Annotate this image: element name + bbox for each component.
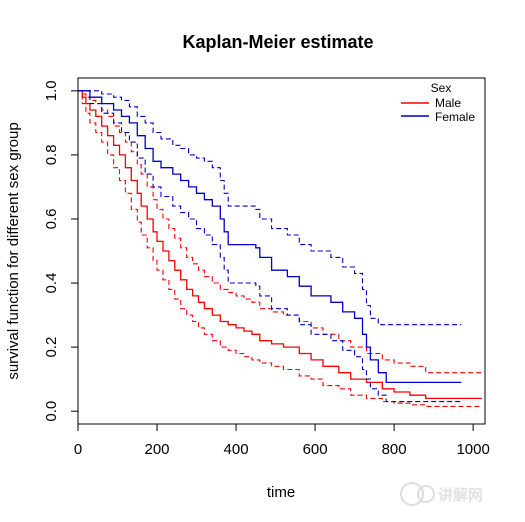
x-tick-label: 400 [224,441,249,458]
y-tick-label: 0.2 [43,337,60,358]
y-tick-label: 0.4 [43,273,60,294]
legend-label-male: Male [435,96,461,110]
y-axis: 0.0 0.2 0.4 0.6 0.8 1.0 [43,80,78,422]
series-line-male-lower-95-ci [78,90,482,407]
y-tick-label: 0.6 [43,209,60,230]
series-line-female [78,90,462,384]
x-axis-label: time [267,484,295,501]
series-layer [78,90,482,407]
chart-title: Kaplan-Meier estimate [182,32,373,52]
x-tick-label: 800 [382,441,407,458]
svg-text:讲解网: 讲解网 [438,486,483,504]
x-tick-label: 0 [74,441,82,458]
y-tick-label: 1.0 [43,80,60,101]
series-line-female-upper-95-ci [78,90,462,326]
y-axis-label: survival function for different sex grou… [5,122,22,379]
x-tick-label: 200 [145,441,170,458]
y-tick-label: 0.8 [43,144,60,165]
series-line-female-lower-95-ci [78,90,462,403]
legend-title: Sex [431,81,452,95]
plot-area-border [77,77,486,425]
y-tick-label: 0.0 [43,401,60,422]
legend: Sex Male Female [401,81,475,124]
x-tick-label: 1000 [456,441,489,458]
watermark-logo: 讲解网 [400,482,483,506]
x-tick-label: 600 [303,441,328,458]
legend-label-female: Female [435,110,475,124]
series-line-male-upper-95-ci [78,90,482,374]
series-line-male [78,90,482,400]
x-axis: 0 200 400 600 800 1000 [74,424,490,458]
